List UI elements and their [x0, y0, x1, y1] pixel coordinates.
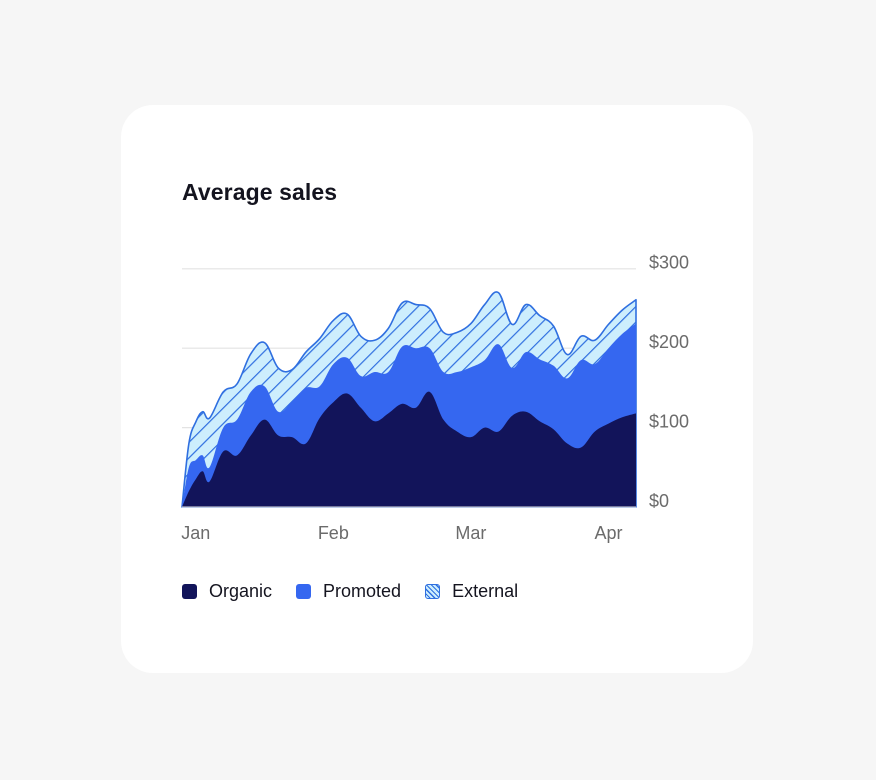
- legend-label-external: External: [452, 581, 519, 601]
- area-series: [181, 291, 637, 508]
- area-organic: [182, 391, 636, 507]
- legend-item-promoted: Promoted: [296, 581, 401, 602]
- x-tick-label: Feb: [318, 523, 349, 543]
- legend-label-organic: Organic: [209, 581, 273, 601]
- legend-swatch-promoted: [296, 584, 312, 599]
- legend-item-external: External: [425, 581, 518, 602]
- legend-swatch-external: [425, 584, 441, 599]
- y-tick-label: $200: [649, 332, 689, 352]
- chart-legend: Organic Promoted External: [182, 581, 518, 602]
- y-tick-label: $0: [649, 491, 669, 511]
- legend-label-promoted: Promoted: [323, 581, 402, 601]
- legend-item-organic: Organic: [182, 581, 272, 602]
- stacked-area-chart: $0 $100 $200 $300 Jan Feb Mar Apr: [181, 253, 689, 543]
- y-tick-label: $300: [649, 253, 689, 273]
- x-tick-label: Jan: [181, 523, 210, 543]
- legend-swatch-organic: [182, 584, 197, 599]
- x-tick-label: Apr: [594, 523, 622, 543]
- x-tick-label: Mar: [455, 523, 486, 543]
- x-axis-ticks: Jan Feb Mar Apr: [181, 523, 622, 543]
- chart-title: Average sales: [182, 179, 338, 205]
- y-tick-label: $100: [649, 411, 689, 431]
- y-axis-ticks: $0 $100 $200 $300: [649, 253, 689, 511]
- chart-card: $0 $100 $200 $300 Jan Feb Mar Apr Average sale…: [121, 105, 753, 673]
